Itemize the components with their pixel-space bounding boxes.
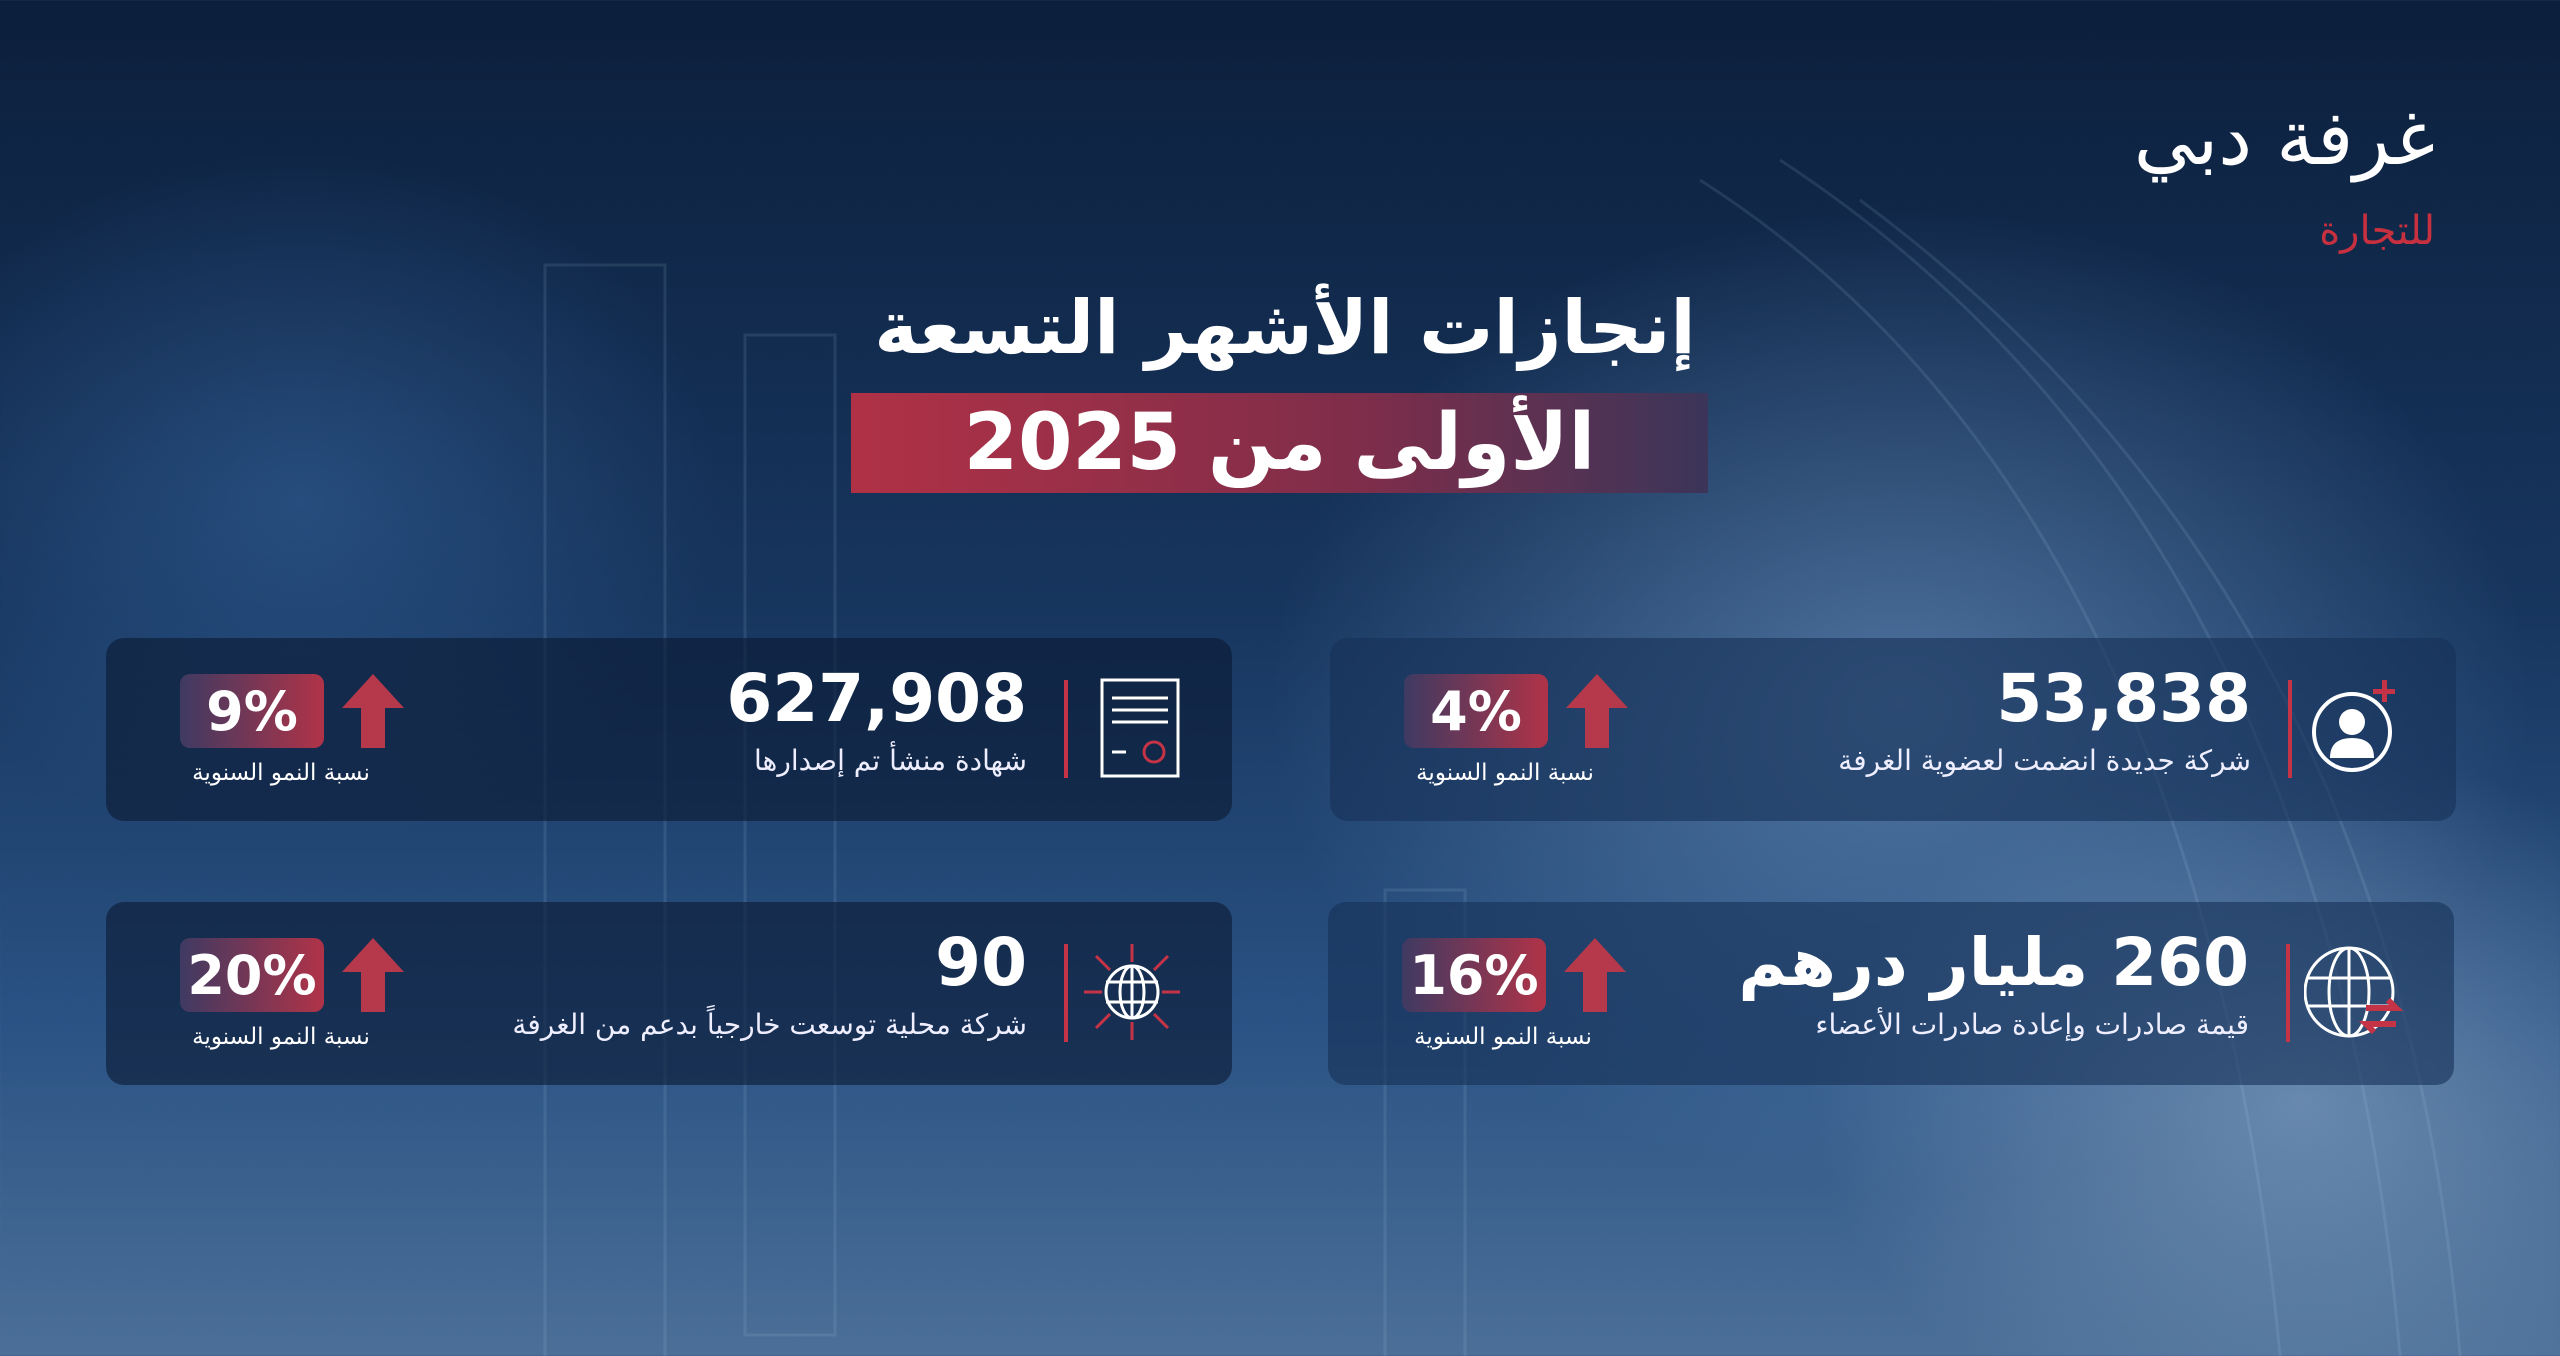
arrow-up-icon: [342, 674, 404, 748]
user-plus-icon: [2312, 680, 2395, 772]
separator: [1064, 680, 1068, 778]
growth-label: نسبة النمو السنوية: [1414, 1024, 1592, 1050]
page-title: إنجازات الأشهر التسعة: [874, 285, 1696, 371]
growth-label: نسبة النمو السنوية: [192, 760, 370, 786]
arrow-up-icon: [342, 938, 404, 1012]
separator: [2288, 680, 2292, 778]
globe-expand-icon: [1084, 944, 1180, 1040]
growth-badge: 4%: [1404, 674, 1548, 748]
page-subtitle: الأولى من 2025: [963, 398, 1596, 488]
logo-name: غرفة دبي: [2133, 93, 2435, 182]
stat-value: 90: [935, 924, 1027, 1001]
stat-label: شركة محلية توسعت خارجياً بدعم من الغرفة: [512, 1008, 1027, 1041]
stat-card-new-members: 53,838 شركة جديدة انضمت لعضوية الغرفة 4%…: [1330, 638, 2456, 821]
arrow-up-icon: [1564, 938, 1626, 1012]
stat-value: 260 مليار درهم: [1738, 924, 2249, 1001]
separator: [1064, 944, 1068, 1042]
stat-value: 627,908: [726, 660, 1027, 737]
title-banner: الأولى من 2025: [851, 393, 1708, 493]
dubai-chambers-logo: غرفة دبي للتجارة: [2133, 93, 2435, 255]
stat-card-expansion: 90 شركة محلية توسعت خارجياً بدعم من الغر…: [106, 902, 1232, 1085]
stat-card-certificates: 627,908 شهادة منشأ تم إصدارها 9% نسبة ال…: [106, 638, 1232, 821]
growth-badge: 16%: [1402, 938, 1546, 1012]
growth-label: نسبة النمو السنوية: [192, 1024, 370, 1050]
arrow-up-icon: [1566, 674, 1628, 748]
globe-exchange-icon: [2304, 946, 2404, 1038]
certificate-icon: [1100, 678, 1180, 778]
stat-label: شهادة منشأ تم إصدارها: [754, 744, 1027, 777]
logo-tagline: للتجارة: [2319, 208, 2435, 254]
growth-badge: 20%: [180, 938, 324, 1012]
separator: [2286, 944, 2290, 1042]
stat-value: 53,838: [1996, 660, 2251, 737]
growth-label: نسبة النمو السنوية: [1416, 760, 1594, 786]
stat-card-exports: 260 مليار درهم قيمة صادرات وإعادة صادرات…: [1328, 902, 2454, 1085]
growth-badge: 9%: [180, 674, 324, 748]
stat-label: قيمة صادرات وإعادة صادرات الأعضاء: [1815, 1008, 2249, 1041]
stat-label: شركة جديدة انضمت لعضوية الغرفة: [1838, 744, 2251, 777]
